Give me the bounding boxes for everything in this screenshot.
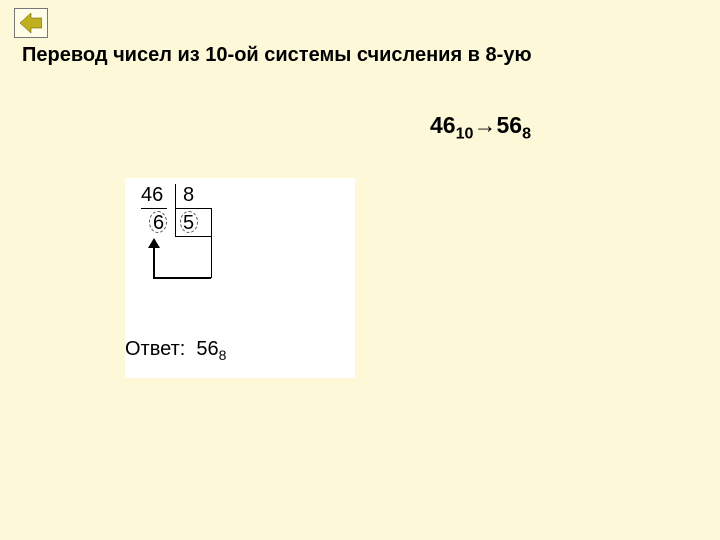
- page-title: Перевод чисел из 10-ой системы счисления…: [22, 44, 532, 67]
- circle-quotient: [180, 211, 198, 233]
- line-under-dividend: [141, 208, 167, 209]
- conv-num1: 46: [430, 112, 456, 138]
- back-button[interactable]: [14, 8, 48, 38]
- line-under-quotient: [175, 236, 211, 237]
- conv-arrow: →: [474, 112, 497, 138]
- line-v-divider: [175, 184, 176, 237]
- division-diagram: 46 8 6 5 Ответ: 568: [125, 178, 355, 378]
- line-under-divisor: [175, 208, 211, 209]
- dividend: 46: [141, 184, 163, 207]
- line-right-of-quotient: [211, 208, 212, 278]
- answer-value: 56: [196, 338, 218, 360]
- arrow-vertical: [153, 243, 155, 278]
- back-arrow-icon: [20, 13, 42, 33]
- arrow-horizontal: [153, 277, 211, 279]
- divisor: 8: [183, 184, 194, 207]
- arrow-head-icon: [148, 238, 160, 248]
- conv-sub1: 10: [456, 125, 474, 143]
- conv-sub2: 8: [522, 125, 531, 143]
- circle-remainder: [149, 211, 167, 233]
- conv-num2: 56: [497, 112, 523, 138]
- answer-line: Ответ: 568: [125, 338, 226, 363]
- conversion-expression: 4610→568: [430, 112, 531, 144]
- answer-label: Ответ:: [125, 338, 185, 360]
- answer-sub: 8: [219, 347, 227, 363]
